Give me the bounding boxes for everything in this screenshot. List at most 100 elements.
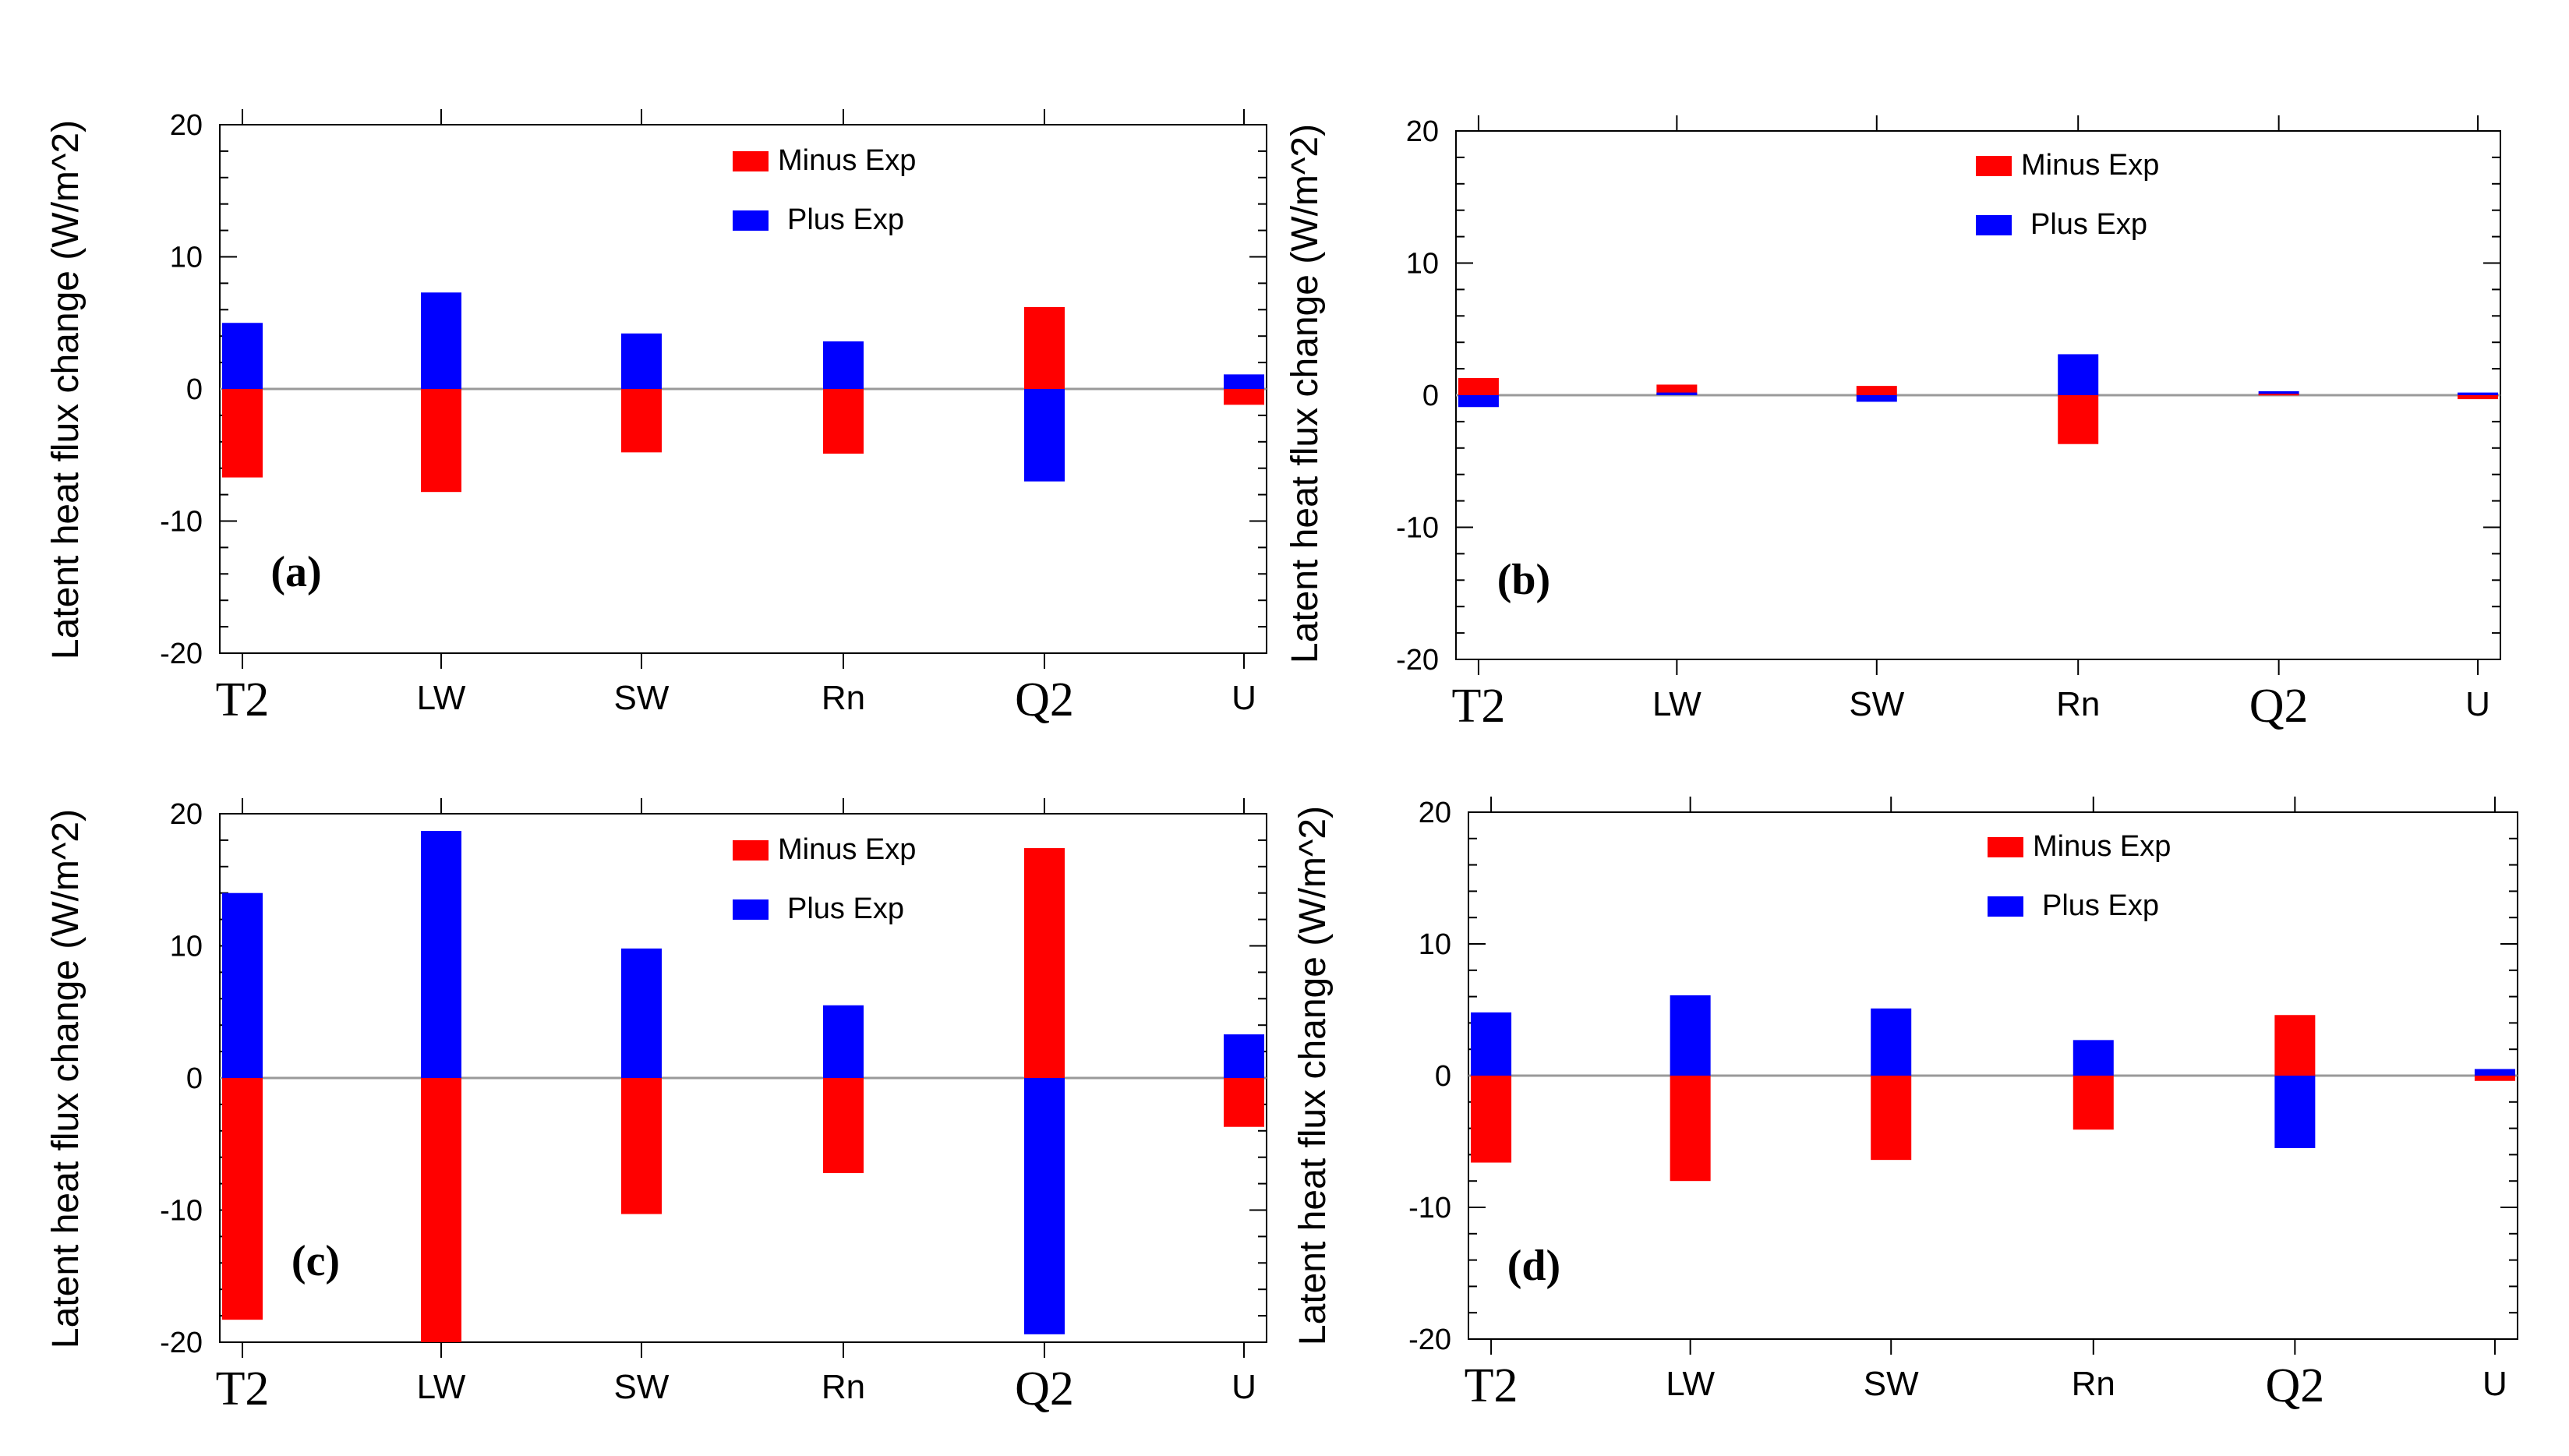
bar-plus-rn xyxy=(823,341,864,389)
legend-label: Plus Exp xyxy=(787,892,904,925)
x-category-label: U xyxy=(1231,679,1256,717)
bar-plus-t2 xyxy=(222,892,263,1078)
bar-minus-q2 xyxy=(2258,394,2299,396)
bar-minus-sw xyxy=(1856,386,1897,395)
y-tick-label: 10 xyxy=(170,242,203,274)
bar-plus-t2 xyxy=(1458,395,1499,408)
panel-label: (d) xyxy=(1507,1242,1560,1290)
x-category-label: Q2 xyxy=(2265,1359,2324,1412)
bar-plus-u xyxy=(1224,374,1264,389)
x-category-label: Q2 xyxy=(1015,1362,1074,1415)
legend-swatch-minus xyxy=(733,151,769,171)
bar-minus-rn xyxy=(823,1078,864,1174)
y-tick-label: 0 xyxy=(186,373,203,406)
x-category-label: SW xyxy=(1864,1365,1919,1403)
y-axis-label: Latent heat flux change (W/m^2) xyxy=(1284,124,1326,663)
y-tick-label: 10 xyxy=(1406,248,1439,281)
legend-label: Minus Exp xyxy=(778,144,916,177)
legend-label: Plus Exp xyxy=(2042,889,2159,922)
chart-panel-b: -20 -10 0 10 20 T2 LW SW Rn Q2 U Latent heat flux c… xyxy=(1284,115,2501,733)
bar-minus-q2 xyxy=(1024,306,1065,389)
bar-minus-t2 xyxy=(1471,1076,1512,1163)
bar-plus-sw xyxy=(1871,1008,1912,1076)
y-tick-label: -20 xyxy=(160,1327,203,1359)
x-category-label: U xyxy=(2465,685,2490,723)
legend-label: Minus Exp xyxy=(778,833,916,866)
legend-label: Plus Exp xyxy=(2030,208,2147,241)
bar-minus-t2 xyxy=(222,389,263,478)
y-axis-label: Latent heat flux change (W/m^2) xyxy=(45,120,87,659)
bar-plus-lw xyxy=(1656,392,1698,395)
bar-minus-u xyxy=(1224,389,1264,405)
panel-label: (c) xyxy=(292,1237,340,1285)
x-category-label: T2 xyxy=(216,1362,270,1415)
y-tick-label: -10 xyxy=(160,1195,203,1228)
x-category-label: Q2 xyxy=(2249,680,2309,733)
chart-panel-a: -20 -10 0 10 20 T2 LW SW Rn Q2 U Latent heat flux c… xyxy=(45,109,1267,726)
bar-plus-u xyxy=(2458,392,2499,395)
bar-minus-u xyxy=(1224,1078,1264,1127)
y-tick-label: 20 xyxy=(170,798,203,831)
bar-minus-q2 xyxy=(1024,848,1065,1078)
x-category-label: U xyxy=(2482,1365,2507,1403)
bar-minus-lw xyxy=(1670,1076,1711,1182)
bar-plus-lw xyxy=(421,292,461,389)
x-category-label: Rn xyxy=(2056,685,2100,723)
bar-minus-sw xyxy=(621,1078,662,1214)
y-tick-label: -20 xyxy=(1396,644,1439,677)
bar-plus-rn xyxy=(823,1005,864,1078)
bar-minus-t2 xyxy=(1458,377,1499,395)
bar-minus-rn xyxy=(2073,1076,2114,1130)
x-category-label: SW xyxy=(614,1368,670,1406)
bar-plus-sw xyxy=(621,333,662,389)
x-category-label: Rn xyxy=(822,679,865,717)
bar-minus-u xyxy=(2458,395,2499,400)
x-category-label: T2 xyxy=(1465,1359,1518,1412)
bar-plus-u xyxy=(1224,1034,1264,1078)
x-category-label: Rn xyxy=(2072,1365,2115,1403)
bar-plus-q2 xyxy=(2258,391,2299,395)
x-category-label: Q2 xyxy=(1015,673,1074,726)
bar-plus-sw xyxy=(621,948,662,1078)
y-tick-label: -20 xyxy=(1408,1323,1451,1356)
x-category-label: SW xyxy=(1849,685,1904,723)
bar-plus-t2 xyxy=(1471,1012,1512,1076)
bar-plus-q2 xyxy=(1024,1078,1065,1334)
panel-label: (b) xyxy=(1497,556,1550,604)
y-tick-label: -10 xyxy=(1396,512,1439,545)
legend-swatch-plus xyxy=(1988,896,2023,917)
x-category-label: LW xyxy=(1666,1365,1715,1403)
x-category-label: T2 xyxy=(1451,680,1505,733)
x-category-label: LW xyxy=(1652,685,1701,723)
legend-label: Minus Exp xyxy=(2033,830,2171,863)
x-category-label: SW xyxy=(614,679,670,717)
legend-swatch-minus xyxy=(1988,837,2023,857)
x-category-label: T2 xyxy=(216,673,270,726)
bar-plus-rn xyxy=(2058,354,2099,395)
bar-minus-sw xyxy=(1871,1076,1912,1161)
y-tick-label: 0 xyxy=(1435,1060,1451,1093)
bar-plus-rn xyxy=(2073,1040,2114,1076)
y-tick-label: -10 xyxy=(1408,1192,1451,1225)
panel-label: (a) xyxy=(270,548,321,596)
bar-plus-lw xyxy=(1670,995,1711,1076)
y-tick-label: 20 xyxy=(1406,115,1439,148)
x-category-label: U xyxy=(1231,1368,1256,1406)
bar-minus-t2 xyxy=(222,1078,263,1320)
y-tick-label: -10 xyxy=(160,506,203,539)
y-tick-label: 10 xyxy=(1419,928,1451,961)
y-tick-label: 20 xyxy=(170,109,203,142)
legend-swatch-minus xyxy=(733,840,769,861)
bar-minus-u xyxy=(2474,1076,2515,1081)
y-tick-label: 20 xyxy=(1419,797,1451,829)
legend-swatch-plus xyxy=(733,899,769,920)
y-tick-label: -20 xyxy=(160,638,203,670)
chart-panel-c: -20 -10 0 10 20 T2 LW SW Rn Q2 U Latent heat flux c… xyxy=(45,798,1267,1415)
y-axis-label: Latent heat flux change (W/m^2) xyxy=(1292,806,1334,1345)
bar-minus-rn xyxy=(823,389,864,454)
legend-swatch-plus xyxy=(1976,215,2012,235)
y-tick-label: 0 xyxy=(186,1062,203,1095)
legend-label: Minus Exp xyxy=(2021,149,2159,182)
bar-plus-q2 xyxy=(2274,1076,2316,1148)
